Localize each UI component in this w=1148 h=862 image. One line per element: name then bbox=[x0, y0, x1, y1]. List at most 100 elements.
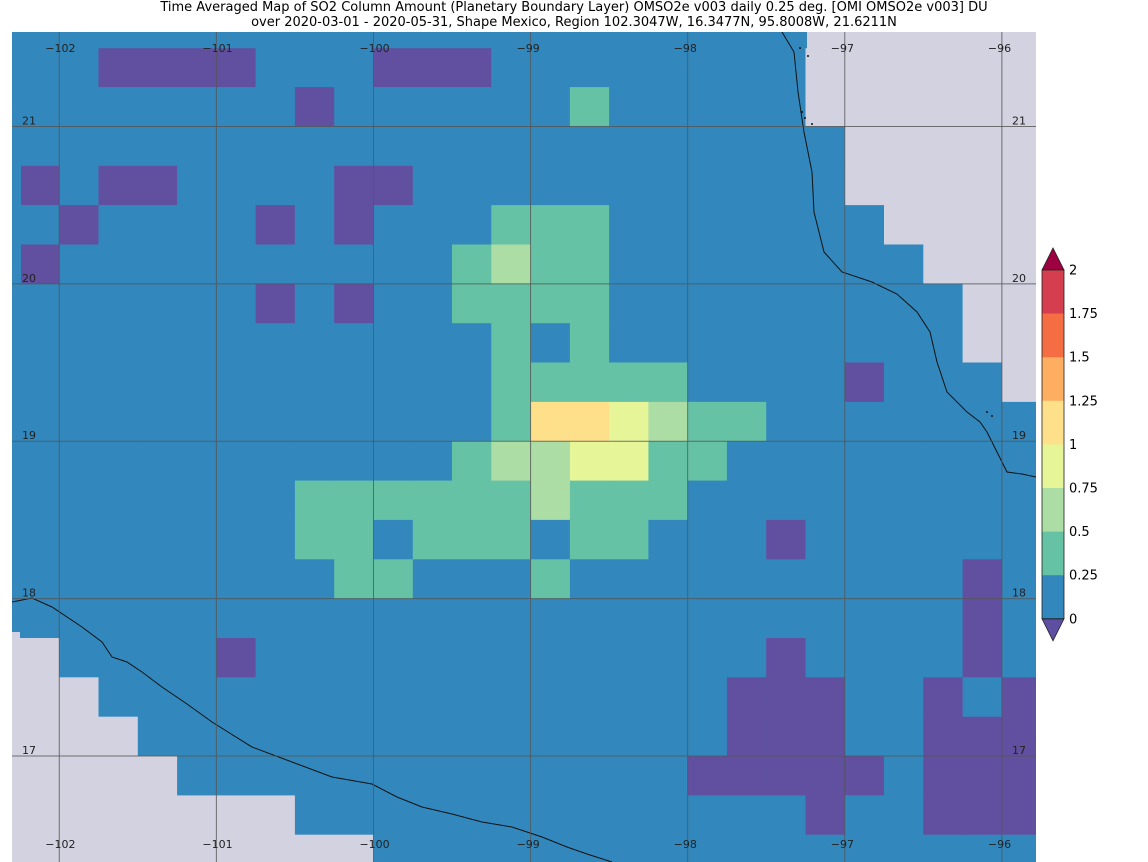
so2-cell bbox=[884, 401, 924, 442]
so2-cell bbox=[648, 834, 689, 862]
lon-tick-label: −97 bbox=[831, 838, 854, 851]
so2-cell bbox=[648, 480, 689, 521]
so2-cell bbox=[20, 362, 60, 403]
legend-bin bbox=[1042, 270, 1064, 314]
so2-cell bbox=[177, 165, 217, 206]
so2-cell bbox=[1001, 795, 1036, 836]
so2-cell bbox=[412, 441, 453, 482]
map-panel[interactable]: −102 −102 −101 −101 −100 −100 −99 −99 −98 −98 −97 −… bbox=[12, 32, 1036, 862]
so2-cell bbox=[844, 480, 885, 521]
so2-cell bbox=[59, 756, 100, 796]
so2-cell bbox=[1001, 519, 1036, 560]
so2-cell bbox=[177, 205, 217, 246]
so2-cell bbox=[20, 205, 60, 246]
so2-cell bbox=[255, 362, 296, 403]
so2-cell bbox=[687, 441, 728, 482]
so2-cell bbox=[648, 323, 689, 364]
so2-cell bbox=[412, 323, 453, 364]
so2-cell bbox=[609, 47, 649, 88]
so2-cell bbox=[255, 795, 296, 836]
so2-cell bbox=[648, 401, 689, 442]
so2-cell bbox=[452, 638, 492, 678]
so2-cell bbox=[609, 441, 649, 482]
so2-cell bbox=[20, 441, 60, 482]
so2-cell bbox=[216, 638, 257, 678]
so2-cell bbox=[177, 834, 217, 862]
so2-cell bbox=[648, 559, 689, 600]
so2-cell bbox=[609, 244, 649, 285]
so2-cell bbox=[648, 283, 689, 324]
so2-cell bbox=[726, 834, 767, 862]
so2-cell bbox=[137, 756, 178, 796]
so2-cell bbox=[98, 598, 139, 639]
so2-cell bbox=[648, 598, 689, 639]
so2-cell bbox=[726, 795, 767, 836]
so2-cell bbox=[923, 323, 964, 364]
so2-cell bbox=[137, 323, 178, 364]
so2-cell bbox=[962, 834, 1003, 862]
so2-cell bbox=[884, 244, 924, 285]
so2-cell bbox=[412, 126, 453, 167]
legend-label: 0 bbox=[1069, 612, 1077, 627]
so2-cell bbox=[844, 638, 885, 678]
so2-cell bbox=[530, 638, 571, 678]
so2-cell bbox=[255, 677, 296, 718]
so2-cell bbox=[98, 559, 139, 600]
so2-cell bbox=[726, 756, 767, 796]
so2-cell bbox=[884, 283, 924, 324]
so2-cell bbox=[687, 677, 728, 718]
graticule bbox=[12, 32, 1036, 862]
so2-cell bbox=[334, 205, 375, 246]
so2-cell bbox=[255, 441, 296, 482]
so2-cell bbox=[962, 126, 1003, 167]
so2-cell bbox=[98, 834, 139, 862]
so2-cell bbox=[805, 47, 846, 88]
so2-cell bbox=[255, 638, 296, 678]
so2-cell bbox=[530, 795, 571, 836]
so2-cell bbox=[255, 205, 296, 246]
so2-cell bbox=[255, 519, 296, 560]
lat-tick-label: 21 bbox=[1012, 114, 1026, 127]
so2-cell bbox=[923, 559, 964, 600]
so2-cell bbox=[491, 795, 532, 836]
so2-cell bbox=[98, 87, 139, 128]
island-dot bbox=[804, 117, 806, 119]
so2-cell bbox=[687, 362, 728, 403]
so2-cell bbox=[884, 756, 924, 796]
so2-cell bbox=[609, 795, 649, 836]
so2-cell bbox=[255, 401, 296, 442]
so2-cell bbox=[609, 638, 649, 678]
island-dot bbox=[991, 415, 993, 417]
so2-cell bbox=[491, 519, 532, 560]
island-dot bbox=[811, 123, 813, 125]
so2-cell bbox=[805, 441, 846, 482]
so2-cell bbox=[373, 559, 414, 600]
so2-cell bbox=[923, 480, 964, 521]
lat-tick-label: 19 bbox=[1012, 429, 1026, 442]
so2-cell bbox=[726, 559, 767, 600]
so2-cell bbox=[569, 559, 610, 600]
so2-cell bbox=[98, 480, 139, 521]
so2-cell bbox=[530, 362, 571, 403]
so2-cell bbox=[452, 401, 492, 442]
so2-cell bbox=[452, 126, 492, 167]
so2-cell bbox=[726, 165, 767, 206]
map-title: Time Averaged Map of SO2 Column Amount (… bbox=[0, 0, 1148, 30]
so2-cell bbox=[766, 795, 807, 836]
so2-cell bbox=[1001, 165, 1036, 206]
so2-cell bbox=[923, 165, 964, 206]
so2-cell bbox=[137, 283, 178, 324]
so2-cell bbox=[923, 87, 964, 128]
legend-label: 0.25 bbox=[1069, 569, 1098, 584]
so2-cell bbox=[373, 283, 414, 324]
so2-cell bbox=[844, 87, 885, 128]
so2-cell bbox=[491, 677, 532, 718]
map-canvas[interactable]: −102 −102 −101 −101 −100 −100 −99 −99 −98 −98 −97 −… bbox=[12, 32, 1036, 862]
so2-cell bbox=[137, 47, 178, 88]
so2-cell bbox=[726, 441, 767, 482]
so2-cell bbox=[137, 598, 178, 639]
so2-cell bbox=[452, 756, 492, 796]
so2-cell bbox=[373, 401, 414, 442]
so2-cell bbox=[766, 205, 807, 246]
so2-cell bbox=[530, 87, 571, 128]
